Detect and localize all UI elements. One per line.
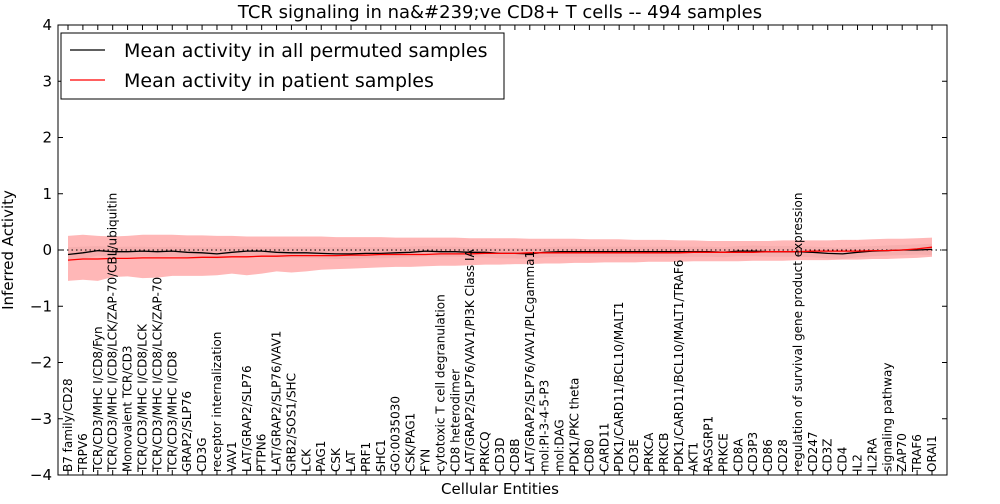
x-tick-label: PRKCA (642, 432, 656, 472)
x-tick-label: RASGRP1 (702, 416, 716, 472)
y-tick-label: −2 (30, 354, 52, 372)
x-tick-label: CD8A (731, 438, 745, 472)
x-tick-label: PDK1/CARD11/BCL10/MALT1 (612, 302, 626, 472)
y-tick-label: −3 (30, 410, 52, 428)
x-tick-label: LCK (299, 448, 313, 472)
x-tick-label: TCR/CD3/MHC I/CD8/LCK (136, 323, 150, 473)
x-tick-label: cytotoxic T cell degranulation (433, 294, 447, 472)
x-axis-labels: B7 family/CD28 TRPV6 TCR/CD3/MHC I/CD8/Fyn… (61, 25, 939, 475)
x-tick-label: receptor internalization (210, 332, 224, 472)
x-tick-label: CD28 (776, 439, 790, 472)
x-tick-label: PAG1 (314, 441, 328, 472)
legend-label-patient: Mean activity in patient samples (124, 70, 434, 92)
x-tick-label: TCR/CD3/MHC I/CD8/Fyn (91, 326, 105, 473)
x-tick-label: CD8B (508, 439, 522, 473)
x-tick-label: CD3P3 (746, 432, 760, 472)
x-tick-label: mol:PI-3-4-5-P3 (538, 380, 552, 472)
legend-box (60, 32, 505, 100)
x-axis-label: Cellular Entities (441, 480, 559, 498)
x-tick-label: CD3D (493, 438, 507, 473)
plot-area (58, 234, 947, 281)
x-tick-label: regulation of survival gene product expr… (791, 192, 805, 471)
y-tick-label: 4 (42, 16, 52, 34)
x-tick-label: CD8 heterodimer (448, 369, 462, 472)
x-tick-label: LAT/GRAP2/SLP76/VAV1/PLCgamma1 (523, 251, 537, 472)
x-tick-label: LAT/GRAP2/SLP76/VAV1 (270, 331, 284, 472)
x-tick-label: FYN (419, 449, 433, 472)
x-tick-label: TCR/CD3/MHC I/CD8/LCK/ZAP-70/CBL/ubiquit… (106, 193, 120, 473)
x-tick-label: PDK1/CARD11/BCL10/MALT1/TRAF6 (672, 260, 686, 472)
y-tick-label: 2 (42, 129, 52, 147)
legend: Mean activity in all permuted samples Me… (60, 32, 505, 100)
x-tick-label: PDK1/PKC theta (568, 378, 582, 472)
x-tick-label: VAV1 (225, 441, 239, 472)
x-tick-label: TRPV6 (76, 433, 90, 473)
x-tick-label: CD80 (582, 439, 596, 472)
x-tick-label: GRAP2/SLP76 (180, 391, 194, 472)
x-tick-label: AKT1 (687, 442, 701, 472)
x-tick-label: CSK/PAG1 (404, 413, 418, 472)
x-tick-label: IL2RA (865, 437, 879, 472)
x-tick-label: TRAF6 (910, 434, 924, 473)
x-tick-label: CD3E (627, 439, 641, 472)
x-tick-label: CD4 (836, 447, 850, 472)
x-tick-label: B7 family/CD28 (61, 378, 75, 472)
y-tick-label: 0 (42, 241, 52, 259)
chart-title: TCR signaling in na&#239;ve CD8+ T cells… (237, 2, 762, 23)
x-tick-label: Monovalent TCR/CD3 (121, 345, 135, 472)
x-tick-label: signaling pathway (880, 363, 894, 472)
patient-mean-line (67, 246, 933, 261)
y-axis-label: Inferred Activity (0, 190, 17, 310)
x-tick-label: IL2 (851, 454, 865, 472)
x-tick-label: LAT/GRAP2/SLP76 (240, 365, 254, 472)
x-tick-label: ORAI1 (925, 435, 939, 472)
x-tick-label: CSK (329, 447, 343, 472)
y-tick-label: 3 (42, 72, 52, 90)
y-tick-label: −1 (30, 297, 52, 315)
x-tick-label: mol:DAG (553, 419, 567, 472)
x-tick-label: TCR/CD3/MHC I/CD8/LCK/ZAP-70 (150, 277, 164, 473)
x-tick-label: PRKCE (716, 433, 730, 472)
x-tick-label: CD3G (195, 437, 209, 472)
x-tick-label: LAT/GRAP2/SLP76/VAV1/PI3K Class IA (463, 248, 477, 472)
x-tick-label: GO:0035030 (389, 396, 403, 472)
x-tick-label: CD247 (806, 431, 820, 472)
x-tick-label: LAT (344, 450, 358, 472)
x-tick-label: TCR/CD3/MHC I/CD8 (165, 351, 179, 473)
legend-label-permuted: Mean activity in all permuted samples (124, 40, 487, 62)
x-tick-label: CD3Z (821, 438, 835, 471)
y-axis: 4 3 2 1 0 −1 −2 −3 −4 (30, 16, 947, 484)
patient-confidence-band (68, 234, 932, 281)
x-tick-label: ZAP70 (895, 433, 909, 472)
x-tick-label: CARD11 (597, 423, 611, 472)
x-tick-label: CD86 (761, 439, 775, 472)
x-tick-label: PRKCQ (478, 431, 492, 472)
x-tick-label: PRKCB (657, 433, 671, 472)
x-tick-label: PRF1 (359, 442, 373, 472)
x-tick-label: GRB2/SOS1/SHC (284, 373, 298, 472)
x-tick-label: SHC1 (374, 439, 388, 472)
y-tick-label: 1 (42, 185, 52, 203)
y-tick-label: −4 (30, 466, 52, 484)
x-tick-label: PTPN6 (255, 434, 269, 472)
